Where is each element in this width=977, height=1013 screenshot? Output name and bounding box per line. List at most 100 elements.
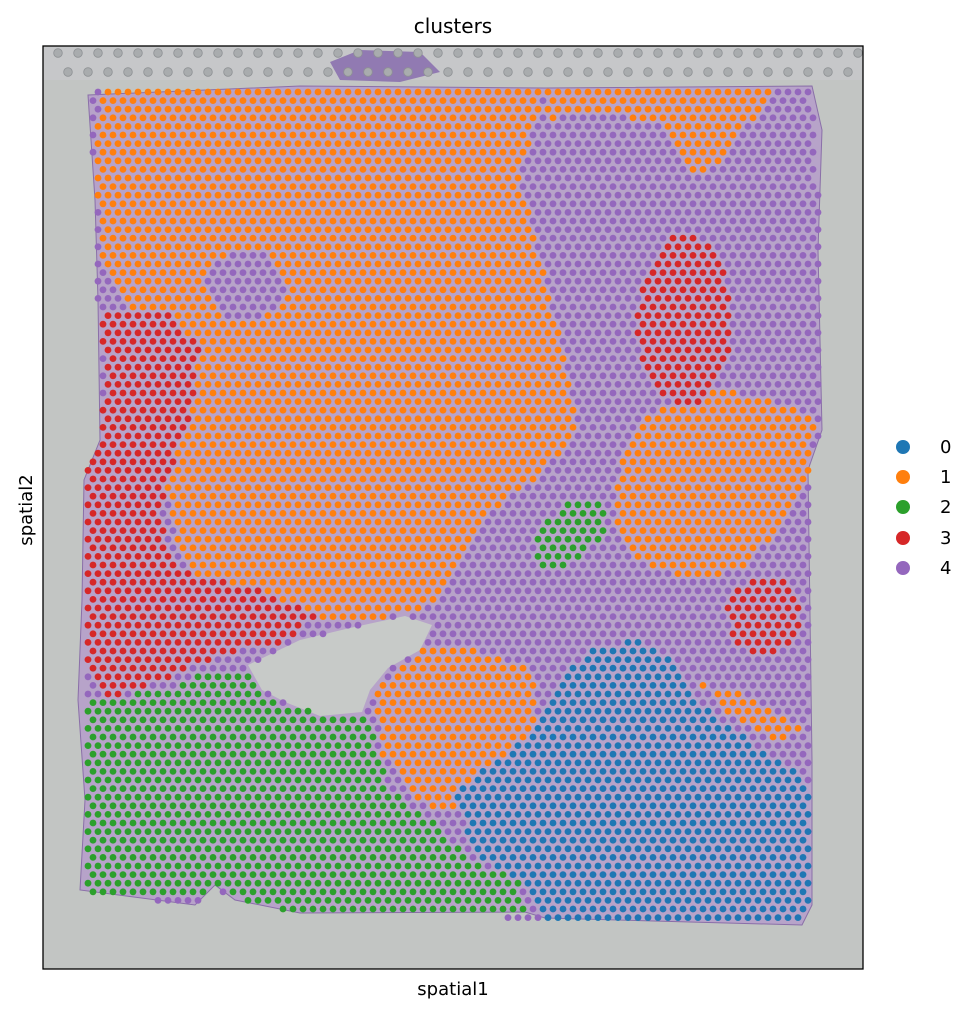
spot-cluster-1 [349,475,357,483]
spot-cluster-3 [119,338,127,345]
spot-cluster-1 [274,88,282,96]
spot-cluster-1 [384,553,392,560]
spot-cluster-4 [804,140,812,148]
spot-cluster-1 [414,587,422,595]
spot-cluster-1 [674,467,682,474]
spot-cluster-4 [639,578,647,586]
spot-cluster-1 [539,441,547,448]
spot-cluster-1 [509,131,517,139]
spot-cluster-1 [354,312,362,319]
spot-cluster-1 [379,424,387,431]
spot-cluster-1 [519,372,527,380]
spot-cluster-4 [474,535,482,543]
spot-cluster-4 [529,630,537,638]
spot-cluster-1 [259,372,267,380]
spot-cluster-3 [154,398,162,405]
spot-cluster-4 [574,209,582,216]
spot-cluster-4 [769,303,777,311]
spot-cluster-1 [324,105,332,113]
spot-cluster-1 [534,277,542,285]
spot-cluster-1 [454,88,462,96]
spot-cluster-4 [549,131,557,139]
spot-cluster-0 [619,664,627,672]
spot-cluster-1 [214,140,222,148]
spot-cluster-4 [809,114,817,122]
spot-cluster-1 [469,183,477,191]
spot-cluster-3 [159,338,167,345]
spot-cluster-1 [184,123,192,130]
spot-cluster-1 [469,527,477,534]
spot-cluster-4 [264,277,272,285]
spot-cluster-1 [684,432,692,440]
spot-cluster-4 [544,277,552,285]
spot-cluster-4 [619,406,627,414]
spot-cluster-4 [759,234,767,242]
spot-cluster-1 [109,217,117,225]
spot-cluster-1 [509,97,517,104]
spot-cluster-1 [159,97,167,104]
spot-cluster-3 [754,639,762,646]
spot-cluster-1 [619,527,627,534]
spot-cluster-4 [624,570,632,577]
spot-cluster-3 [179,389,187,397]
spot-cluster-4 [449,630,457,638]
spot-cluster-3 [109,596,117,603]
spot-cluster-1 [324,329,332,337]
spot-cluster-1 [259,544,267,552]
spot-cluster-4 [444,604,452,612]
spot-cluster-4 [674,174,682,182]
spot-cluster-1 [279,183,287,191]
spot-cluster-2 [559,510,567,517]
spot-cluster-4 [564,277,572,285]
spot-cluster-1 [409,320,417,328]
spot-cluster-1 [299,441,307,448]
spot-cluster-3 [179,630,187,638]
spot-cluster-3 [169,406,177,414]
spot-cluster-1 [214,226,222,234]
spot-cluster-1 [214,449,222,457]
spot-cluster-4 [659,234,667,242]
spot-cluster-1 [194,191,202,199]
spot-cluster-1 [524,329,532,337]
spot-cluster-1 [504,157,512,165]
spot-cluster-1 [374,277,382,285]
spot-cluster-1 [474,656,482,663]
spot-cluster-3 [149,475,157,483]
spot-cluster-3 [209,596,217,603]
spot-cluster-3 [159,544,167,552]
spot-cluster-1 [274,140,282,148]
spot-cluster-1 [739,510,747,517]
spot-cluster-1 [294,157,302,165]
spot-cluster-4 [224,312,232,319]
spot-cluster-1 [504,398,512,405]
spot-cluster-4 [614,449,622,457]
spot-cluster-3 [744,587,752,595]
spot-cluster-1 [394,140,402,148]
spot-cluster-3 [129,527,137,534]
spot-cluster-2 [594,501,602,509]
spot-cluster-4 [629,578,637,586]
spot-cluster-4 [459,578,467,586]
spot-cluster-1 [494,174,502,182]
spot-cluster-4 [529,578,537,586]
spot-cluster-4 [624,295,632,302]
spot-cluster-4 [534,501,542,509]
spot-cluster-3 [129,389,137,397]
spot-cluster-1 [729,131,737,139]
spot-cluster-4 [764,243,772,251]
spot-cluster-4 [624,346,632,354]
spot-cluster-1 [419,544,427,552]
spot-cluster-4 [614,226,622,234]
spot-cluster-2 [559,527,567,534]
spot-cluster-1 [319,441,327,448]
spot-cluster-1 [204,553,212,560]
spot-cluster-4 [714,604,722,612]
spot-cluster-1 [704,449,712,457]
spot-cluster-1 [349,596,357,603]
spot-cluster-1 [394,432,402,440]
spot-cluster-1 [329,424,337,431]
spot-cluster-4 [274,295,282,302]
spot-cluster-3 [154,363,162,371]
spot-cluster-3 [684,346,692,354]
spot-cluster-4 [509,492,517,500]
